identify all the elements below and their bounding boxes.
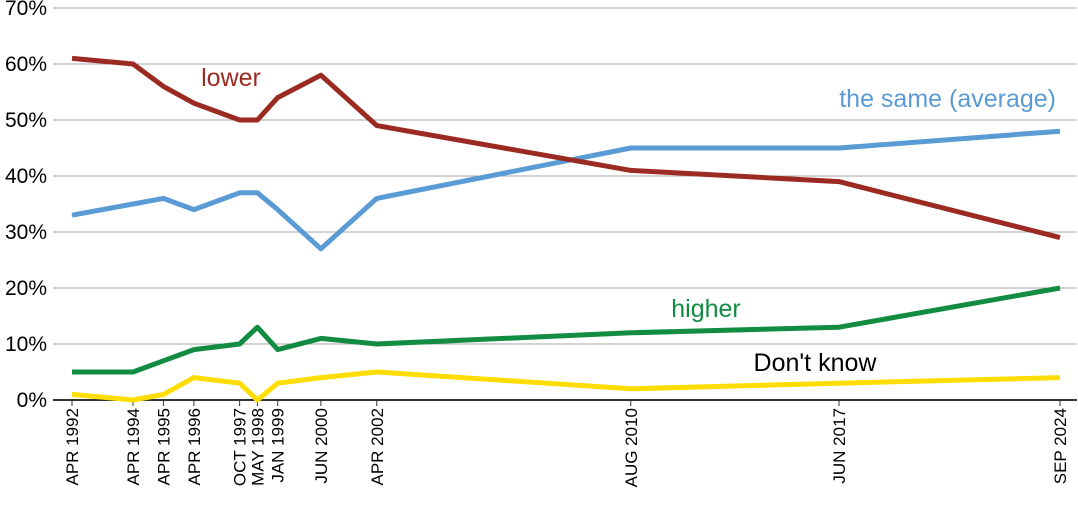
series-line-3 [71, 369, 1061, 403]
series-lines [71, 55, 1061, 403]
series-label-0: lower [201, 64, 261, 92]
y-axis: 0% 10% 20% 30% 40% 50% 60% 70% [5, 0, 47, 412]
series-label-1: the same (average) [839, 85, 1056, 113]
series-labels: lower the same (average) higher Don't know [201, 64, 1056, 377]
x-tick-label: JUN 2017 [830, 408, 849, 484]
x-tick-label: OCT 1997 [231, 408, 250, 486]
y-tick-label: 0% [17, 389, 47, 412]
x-tick-label: JAN 1999 [269, 408, 288, 483]
y-tick-label: 50% [5, 109, 47, 132]
x-tick-label: SEP 2024 [1051, 408, 1070, 484]
x-tick-label: MAY 1998 [248, 408, 267, 486]
y-tick-label: 20% [5, 277, 47, 300]
x-axis: APR 1992 APR 1994 APR 1995 APR 1996 OCT 1997… [53, 399, 1077, 487]
series-line-2 [72, 285, 1061, 375]
y-tick-label: 60% [5, 53, 47, 76]
series-label-3: Don't know [754, 349, 878, 377]
y-tick-label: 70% [5, 0, 47, 20]
series-label-2: higher [671, 295, 741, 323]
x-tick-label: JUN 2000 [312, 408, 331, 484]
gridlines [53, 7, 1077, 345]
x-tick-label: APR 2002 [368, 408, 387, 486]
x-tick-label: APR 1992 [63, 408, 82, 486]
x-tick-label: APR 1996 [185, 408, 204, 486]
y-tick-label: 30% [5, 221, 47, 244]
x-tick-label: APR 1995 [154, 408, 173, 486]
x-tick-label: APR 1994 [124, 408, 143, 486]
y-tick-label: 10% [5, 333, 47, 356]
series-line-0 [71, 55, 1061, 241]
y-tick-label: 40% [5, 165, 47, 188]
x-tick-label: AUG 2010 [622, 408, 641, 487]
series-line-1 [71, 128, 1061, 252]
